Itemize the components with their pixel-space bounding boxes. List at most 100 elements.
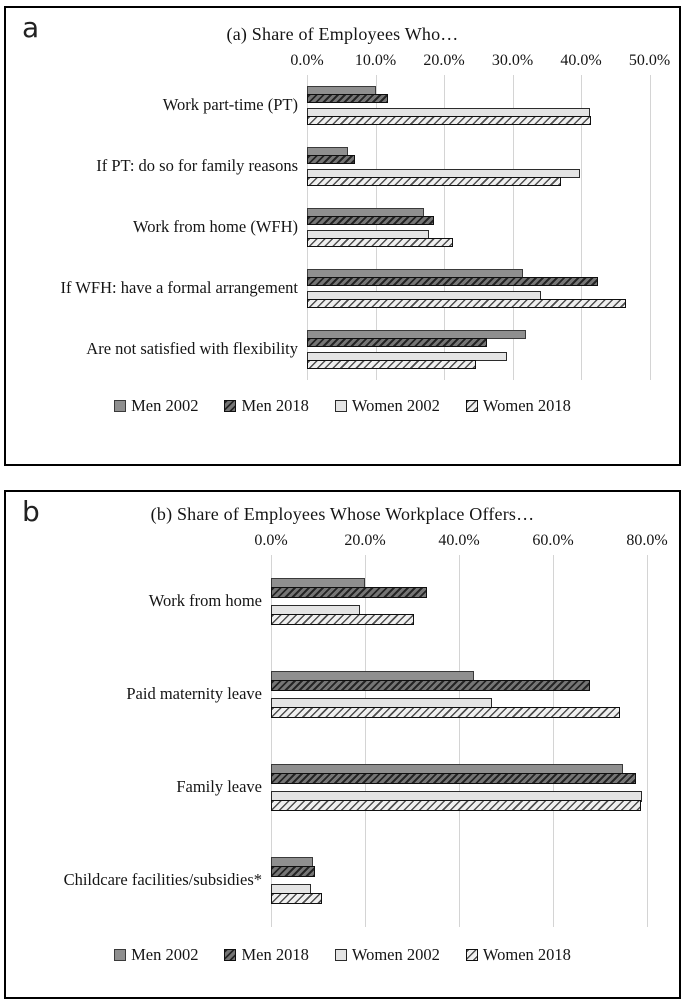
legend-swatch <box>334 400 347 412</box>
legend-item-women-2002: Women 2002 <box>334 396 440 416</box>
bar-pair-gap <box>271 877 272 884</box>
legend-swatch <box>114 949 127 961</box>
legend-label: Women 2018 <box>482 396 571 415</box>
axis-tick-label: 80.0% <box>626 532 668 549</box>
legend-swatch <box>114 400 127 412</box>
category-row: Are not satisfied with flexibility <box>6 319 679 380</box>
gridline <box>581 75 582 380</box>
category-row: Childcare facilities/subsidies* <box>6 834 679 927</box>
legend-item-men-2018: Men 2018 <box>224 396 309 416</box>
bar-pair-gap <box>271 598 272 605</box>
gridline <box>649 75 651 380</box>
bar-women-2018 <box>307 177 562 186</box>
bar-group <box>307 197 663 258</box>
gridline <box>512 75 514 380</box>
axis-tick-label: 40.0% <box>438 532 480 549</box>
category-row: If WFH: have a formal arrangement <box>6 258 679 319</box>
gridline <box>375 75 377 380</box>
panel-b: b (b) Share of Employees Whose Workplace… <box>4 490 681 999</box>
bar-women-2018 <box>307 360 477 369</box>
category-label: Family leave <box>176 777 262 797</box>
gridline <box>647 555 648 927</box>
bar-group <box>307 319 663 380</box>
gridline <box>307 75 308 380</box>
axis-tick-label: 30.0% <box>491 52 534 69</box>
legend-item-men-2018: Men 2018 <box>224 945 309 965</box>
axis-tick-label: 20.0% <box>344 532 386 549</box>
gridlines <box>307 75 663 380</box>
legend-item-women-2018: Women 2018 <box>465 945 571 965</box>
legend-label: Men 2002 <box>131 945 199 964</box>
bar-group <box>307 136 663 197</box>
category-row: Family leave <box>6 741 679 834</box>
bar-women-2018 <box>271 800 641 811</box>
bar-group <box>271 648 663 741</box>
legend-swatch <box>224 949 237 961</box>
bar-women-2018 <box>307 116 592 125</box>
bar-group <box>271 555 663 648</box>
legend-label: Women 2002 <box>351 396 440 415</box>
bar-men-2018 <box>271 587 428 598</box>
category-label: Paid maternity leave <box>126 684 262 704</box>
gridline <box>271 555 272 927</box>
plot-area: Work part-time (PT) If PT: do so for fami… <box>6 75 679 380</box>
bar-men-2018 <box>307 94 388 103</box>
chart-b-title: (b) Share of Employees Whose Workplace O… <box>150 504 535 524</box>
chart-b: 0.0% 20.0% 40.0% 60.0% 80.0% Work from home Pa… <box>6 529 679 965</box>
bar-men-2018 <box>307 338 488 347</box>
category-row: If PT: do so for family reasons <box>6 136 679 197</box>
legend-label: Women 2018 <box>482 945 571 964</box>
bar-men-2018 <box>271 866 316 877</box>
bar-women-2018 <box>307 299 626 308</box>
axis-tick-label: 20.0% <box>423 52 465 69</box>
bar-pair-gap <box>271 784 272 791</box>
gridline <box>444 75 445 380</box>
bar-men-2018 <box>307 216 434 225</box>
value-axis: 0.0% 10.0% 20.0% 30.0% 40.0% 50.0% <box>290 49 670 75</box>
axis-tick-label: 60.0% <box>532 532 574 549</box>
category-row: Work from home (WFH) <box>6 197 679 258</box>
legend-label: Women 2002 <box>351 945 440 964</box>
panel-letter-a: a <box>22 11 40 44</box>
axis-tick-label: 0.0% <box>254 532 288 549</box>
bar-group <box>271 741 663 834</box>
gridline <box>459 555 460 927</box>
plot-area: Work from home Paid maternity leave Family… <box>6 555 679 927</box>
category-label: Work from home <box>148 591 262 611</box>
bar-group <box>271 834 663 927</box>
chart-a: 0.0% 10.0% 20.0% 30.0% 40.0% 50.0% Work part-t… <box>6 49 679 416</box>
bar-women-2018 <box>271 893 323 904</box>
axis-tick-label: 10.0% <box>354 52 397 69</box>
category-row: Paid maternity leave <box>6 648 679 741</box>
legend-label: Men 2002 <box>131 396 199 415</box>
legend-item-men-2002: Men 2002 <box>114 945 198 965</box>
chart-a-title: (a) Share of Employees Who… <box>226 24 459 44</box>
category-row: Work from home <box>6 555 679 648</box>
legend-label: Men 2018 <box>241 396 309 415</box>
value-axis: 0.0% 20.0% 40.0% 60.0% 80.0% <box>254 529 667 555</box>
bar-men-2018 <box>271 680 590 691</box>
category-row: Work part-time (PT) <box>6 75 679 136</box>
category-label: Childcare facilities/subsidies* <box>63 870 262 890</box>
category-label: If WFH: have a formal arrangement <box>60 278 298 298</box>
bar-men-2018 <box>307 277 599 286</box>
bar-group <box>307 258 663 319</box>
gridline <box>365 555 366 927</box>
panel-a: a (a) Share of Employees Who… 0.0% 10.0% 2… <box>4 6 681 466</box>
legend-swatch <box>465 400 478 412</box>
bar-women-2018 <box>271 614 415 625</box>
legend-item-women-2018: Women 2018 <box>465 396 571 416</box>
bar-women-2018 <box>271 707 620 718</box>
category-label: Work part-time (PT) <box>162 95 298 115</box>
legend-swatch <box>334 949 347 961</box>
gridline <box>553 555 554 927</box>
gridlines <box>271 555 663 927</box>
bar-men-2018 <box>271 773 636 784</box>
axis-tick-label: 50.0% <box>628 52 671 69</box>
legend-label: Men 2018 <box>241 945 309 964</box>
axis-tick-label: 40.0% <box>560 52 602 69</box>
bar-pair-gap <box>271 691 272 698</box>
axis-tick-label: 0.0% <box>290 52 324 69</box>
legend: Men 2002 Men 2018 Women 2002 Women 2018 <box>6 945 679 965</box>
